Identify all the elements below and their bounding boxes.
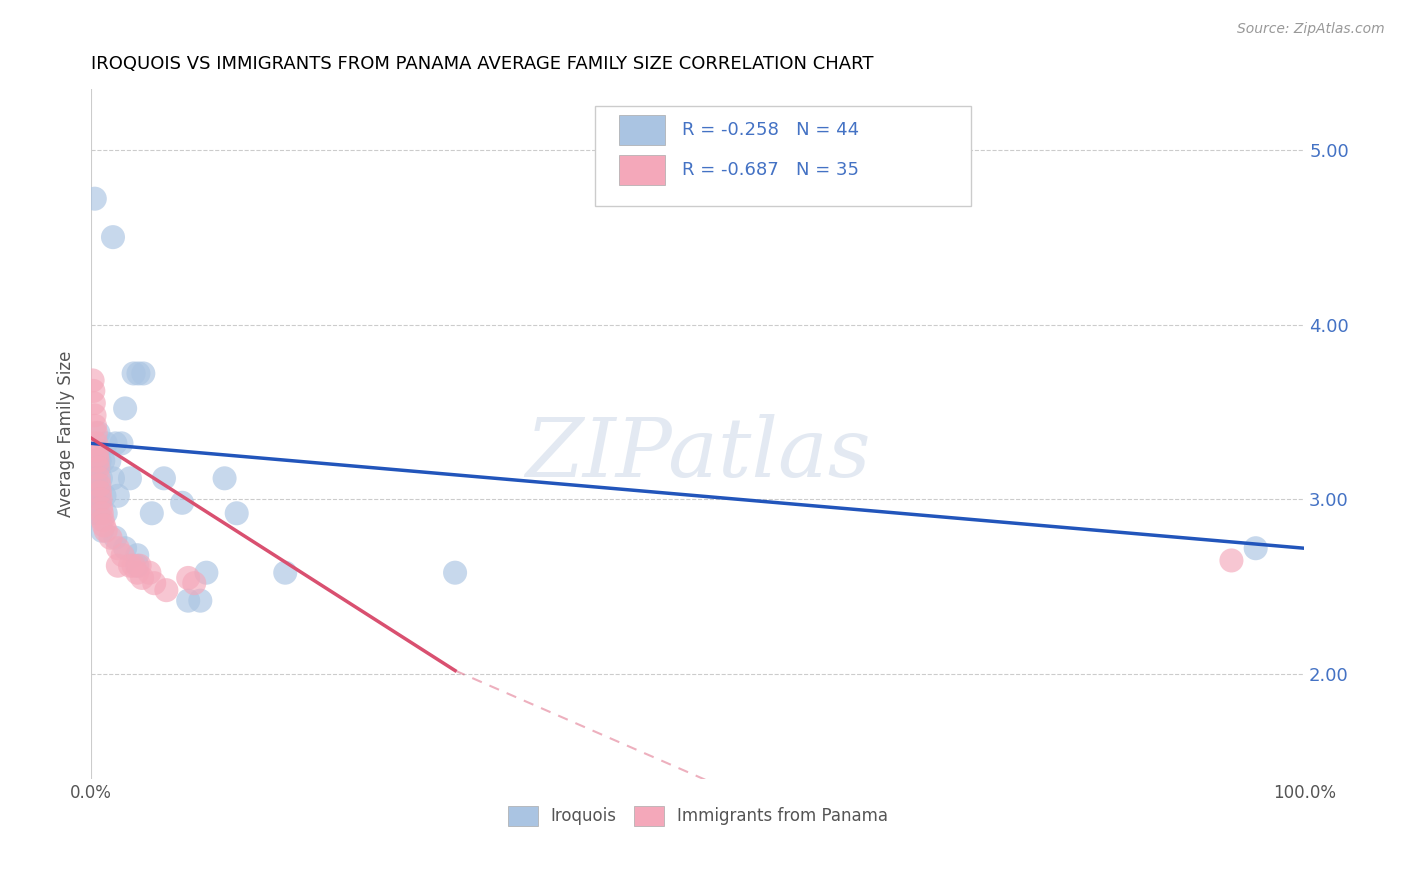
Point [91,524,114,538]
Point [87,454,110,468]
Point [104,436,127,450]
Point [114,401,136,416]
Legend: Iroquois, Immigrants from Panama: Iroquois, Immigrants from Panama [501,799,894,833]
Point [91,454,114,468]
Point [107,489,129,503]
Point [87,460,110,475]
Point [177,571,200,585]
Point [214,471,236,485]
Point [127,558,149,573]
FancyBboxPatch shape [595,106,970,206]
Point [444,566,467,580]
Point [90,501,112,516]
Y-axis label: Average Family Size: Average Family Size [58,351,75,517]
Point [90,492,112,507]
Point [90,471,112,485]
Point [84,436,107,450]
Point [84,471,107,485]
Point [107,558,129,573]
Point [90,506,112,520]
Point [86,454,108,468]
Point [141,506,163,520]
Point [177,593,200,607]
Point [225,506,247,520]
Point [100,531,122,545]
Point [118,558,141,573]
Point [195,566,218,580]
Point [94,436,117,450]
Point [89,485,111,500]
Point [101,471,124,485]
Text: Source: ZipAtlas.com: Source: ZipAtlas.com [1237,22,1385,37]
Point [127,367,149,381]
Text: IROQUOIS VS IMMIGRANTS FROM PANAMA AVERAGE FAMILY SIZE CORRELATION CHART: IROQUOIS VS IMMIGRANTS FROM PANAMA AVERA… [91,55,873,73]
Point [84,418,107,433]
Point [127,548,149,562]
Point [87,489,110,503]
Point [82,384,104,398]
Point [188,593,211,607]
Point [93,489,115,503]
Point [1220,553,1243,567]
Point [82,374,104,388]
Point [84,425,107,440]
Point [86,449,108,463]
Point [172,496,194,510]
Point [83,192,105,206]
Point [122,367,145,381]
Point [94,524,117,538]
Point [107,541,129,556]
Point [104,531,127,545]
FancyBboxPatch shape [619,155,665,186]
Point [98,454,121,468]
FancyBboxPatch shape [619,115,665,145]
Point [131,571,153,585]
Point [183,576,205,591]
Point [153,471,176,485]
Point [114,541,136,556]
Point [127,566,149,580]
Point [118,471,141,485]
Point [122,558,145,573]
Point [84,454,107,468]
Point [91,513,114,527]
Point [84,506,107,520]
Point [128,558,150,573]
Text: R = -0.687   N = 35: R = -0.687 N = 35 [682,161,859,179]
Point [274,566,297,580]
Point [83,396,105,410]
Text: R = -0.258   N = 44: R = -0.258 N = 44 [682,121,859,139]
Point [155,583,177,598]
Point [101,230,124,244]
Point [86,443,108,458]
Point [110,436,132,450]
Point [89,478,111,492]
Point [87,471,110,485]
Point [89,454,111,468]
Point [94,506,117,520]
Point [143,576,166,591]
Point [83,409,105,423]
Point [83,471,105,485]
Text: ZIPatlas: ZIPatlas [524,415,870,494]
Point [82,489,104,503]
Point [83,489,105,503]
Point [87,506,110,520]
Point [111,548,134,562]
Point [132,367,155,381]
Point [93,518,115,533]
Point [87,425,110,440]
Point [138,566,160,580]
Point [1244,541,1267,556]
